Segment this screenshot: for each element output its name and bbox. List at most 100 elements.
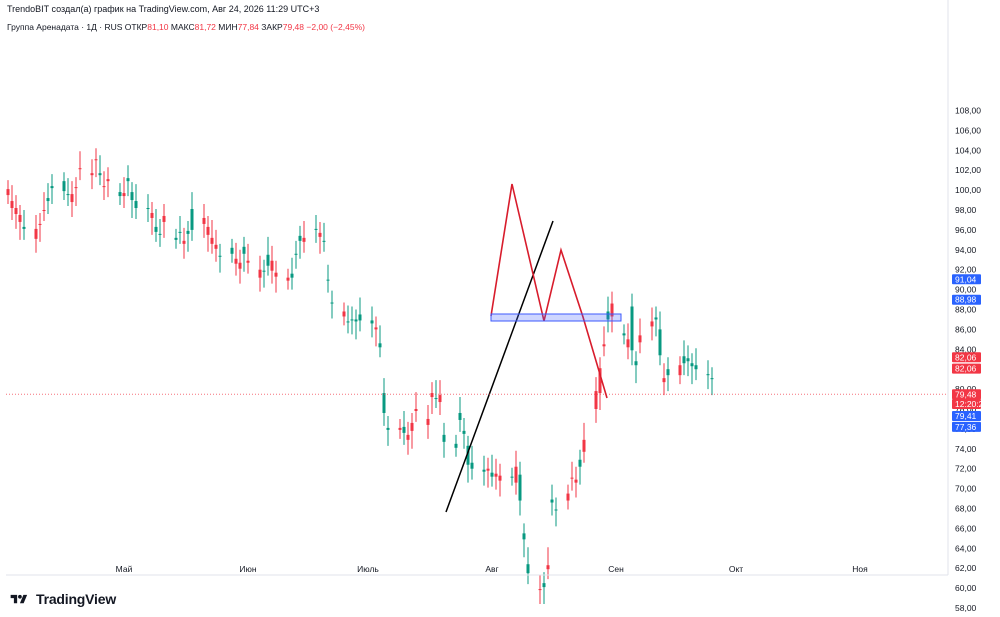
- candle-body: [470, 462, 474, 469]
- candle-body: [498, 475, 502, 481]
- candle-body: [162, 215, 166, 222]
- candle-body: [378, 343, 382, 348]
- candle-body: [178, 231, 182, 233]
- candle-body: [414, 409, 418, 411]
- candle-body: [202, 217, 206, 224]
- candle-body: [262, 270, 266, 272]
- candle-body: [458, 412, 462, 420]
- high-label: МАКС: [170, 22, 195, 32]
- close-value: 79,48: [282, 22, 305, 32]
- candle-body: [410, 422, 414, 431]
- candle-body: [14, 208, 18, 214]
- candle-body: [186, 230, 190, 234]
- candle-body: [218, 255, 222, 257]
- candle-body: [598, 368, 602, 394]
- candle-body: [274, 272, 278, 277]
- price-tag: [952, 410, 981, 421]
- close-label: ЗАКР: [261, 22, 283, 32]
- candle-body: [322, 240, 326, 242]
- candle-body: [690, 363, 694, 367]
- candle-body: [386, 427, 390, 430]
- candle-body: [486, 468, 490, 471]
- candle-body: [398, 427, 402, 430]
- candle-body: [426, 418, 430, 425]
- candle-body: [34, 228, 38, 239]
- price-tick-label: 94,00: [955, 245, 977, 255]
- candle-body: [374, 327, 378, 330]
- trendline: [445, 220, 554, 513]
- time-tick-label: Сен: [608, 564, 624, 574]
- candle-body: [154, 226, 158, 232]
- price-tag: [952, 389, 981, 400]
- drawings-layer[interactable]: [6, 183, 948, 513]
- price-tag: [952, 352, 981, 363]
- candle-body: [630, 306, 634, 351]
- candle-body: [638, 335, 642, 343]
- candle-body: [634, 361, 638, 366]
- price-tick-label: 86,00: [955, 324, 977, 334]
- candle-body: [574, 479, 578, 483]
- candle-body: [146, 208, 150, 210]
- price-tick-label: 66,00: [955, 523, 977, 533]
- price-tick-label: 64,00: [955, 543, 977, 553]
- candle-body: [346, 321, 350, 323]
- price-tick-label: 108,00: [955, 106, 981, 116]
- price-tick-label: 58,00: [955, 603, 977, 613]
- candle-body: [326, 279, 330, 281]
- candle-body: [22, 226, 26, 229]
- candle-body: [694, 365, 698, 370]
- time-tick-label: Июль: [357, 564, 379, 574]
- price-tick-label: 62,00: [955, 563, 977, 573]
- price-tick-label: 102,00: [955, 165, 981, 175]
- open-value: 81,10: [147, 22, 169, 32]
- candle-body: [210, 237, 214, 244]
- price-tag: [952, 421, 981, 432]
- candle-body: [438, 395, 442, 403]
- candle-body: [554, 509, 558, 511]
- candle-body: [298, 235, 302, 241]
- price-tick-label: 100,00: [955, 185, 981, 195]
- candle-body: [706, 374, 710, 376]
- price-tag-label: 12:20:27: [955, 399, 988, 409]
- candle-body: [666, 369, 670, 376]
- time-axis[interactable]: Май Июн Июль Авг Сен Окт Ноя: [6, 564, 948, 576]
- candle-body: [230, 247, 234, 254]
- candle-body: [538, 589, 542, 591]
- price-tag-label: 79,48: [955, 389, 977, 399]
- candle-body: [190, 209, 194, 230]
- candle-body: [270, 260, 274, 271]
- candle-body: [10, 201, 14, 209]
- candle-body: [682, 356, 686, 364]
- symbol-name[interactable]: Группа Аренадата · 1Д · RUS: [7, 22, 123, 32]
- candle-body: [62, 181, 66, 192]
- candle-body: [118, 192, 122, 197]
- price-tag-label: 79,41: [955, 411, 977, 421]
- candle-body: [150, 212, 154, 218]
- price-tick-label: 60,00: [955, 583, 977, 593]
- candle-body: [342, 311, 346, 317]
- time-tick-label: Ноя: [852, 564, 868, 574]
- open-label: ОТКР: [124, 22, 148, 32]
- candle-body: [98, 173, 102, 176]
- candle-body: [290, 273, 294, 278]
- change-value: −2,00 (−2,45%): [306, 22, 365, 32]
- candle-body: [74, 187, 78, 189]
- candle-body: [38, 223, 42, 225]
- candle-body: [582, 439, 586, 452]
- candle-body: [434, 398, 438, 400]
- time-tick-label: Авг: [485, 564, 498, 574]
- candle-body: [66, 194, 70, 196]
- symbol-legend[interactable]: Группа Аренадата · 1Д · RUS ОТКР81,10 МА…: [7, 22, 365, 32]
- candle-body: [330, 302, 334, 304]
- tradingview-logo[interactable]: TradingView: [8, 590, 116, 608]
- candle-body: [238, 262, 242, 269]
- price-tag-label: 91,04: [955, 274, 977, 284]
- candle-body: [42, 210, 46, 211]
- low-value: 77,84: [237, 22, 259, 32]
- chart-creator-line: TrendoBIT создал(а) график на TradingVie…: [7, 4, 320, 14]
- price-tick-label: 70,00: [955, 484, 977, 494]
- price-tick-label: 80,00: [955, 384, 977, 394]
- price-axis[interactable]: 108,00 106,00 104,00 102,00 100,00 98,00 96,00…: [947, 0, 981, 617]
- price-tick-label: 68,00: [955, 504, 977, 514]
